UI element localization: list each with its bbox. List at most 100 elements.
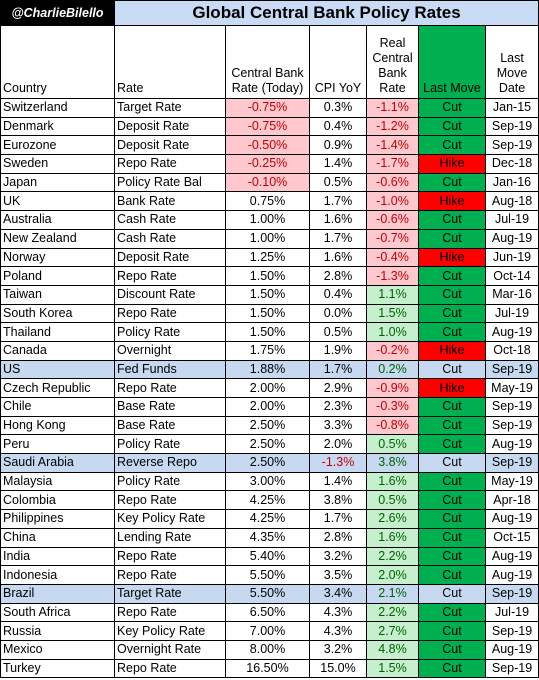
real-rate-cell: -0.9% <box>366 378 419 398</box>
country-cell: India <box>0 546 115 567</box>
last-move-cell: Hike <box>418 247 486 268</box>
last-move-cell: Cut <box>418 322 486 342</box>
rate-type-cell: Policy Rate <box>114 471 226 492</box>
cpi-cell: 3.4% <box>309 583 367 604</box>
table-row: Brazil Target Rate 5.50% 3.4% 2.1% Cut Sep-19 <box>0 583 539 604</box>
cb-rate-cell: -0.75% <box>225 98 310 118</box>
cpi-cell: 1.9% <box>309 340 367 361</box>
last-move-cell: Cut <box>418 621 486 641</box>
last-move-cell: Cut <box>418 509 486 529</box>
table-row: South Africa Repo Rate 6.50% 4.3% 2.2% Cut Jul… <box>0 602 539 623</box>
cpi-cell: 4.3% <box>309 621 367 641</box>
cpi-cell: 2.8% <box>309 527 367 548</box>
header-rate: Rate <box>114 25 226 99</box>
cpi-cell: 0.9% <box>309 135 367 156</box>
header-real-rate: Real Central Bank Rate <box>366 25 419 99</box>
country-cell: Mexico <box>0 639 115 660</box>
last-move-date-cell: Aug-19 <box>484 228 539 249</box>
cb-rate-cell: 8.00% <box>225 639 310 660</box>
last-move-date-cell: Apr-18 <box>484 490 539 511</box>
last-move-date-cell: Sep-19 <box>484 621 539 641</box>
rate-type-cell: Repo Rate <box>114 154 226 174</box>
cb-rate-cell: 1.25% <box>225 247 310 268</box>
last-move-cell: Cut <box>418 471 486 492</box>
table-row: Turkey Repo Rate 16.50% 15.0% 1.5% Cut Sep-19 <box>0 658 539 679</box>
table-row: Denmark Deposit Rate -0.75% 0.4% -1.2% Cut Sep… <box>0 116 539 137</box>
cb-rate-cell: 2.00% <box>225 378 310 398</box>
country-cell: Colombia <box>0 490 115 511</box>
table-row: Japan Policy Rate Bal -0.10% 0.5% -0.6% Cut Ja… <box>0 172 539 193</box>
last-move-cell: Cut <box>418 303 486 324</box>
rate-type-cell: Repo Rate <box>114 303 226 324</box>
last-move-cell: Cut <box>418 527 486 548</box>
real-rate-cell: 1.6% <box>366 471 419 492</box>
real-rate-cell: -0.6% <box>366 172 419 193</box>
last-move-date-cell: Aug-19 <box>484 639 539 660</box>
real-rate-cell: -1.2% <box>366 116 419 137</box>
last-move-date-cell: Jan-15 <box>484 98 539 118</box>
cb-rate-cell: 4.25% <box>225 509 310 529</box>
cb-rate-cell: 2.00% <box>225 397 310 417</box>
rate-type-cell: Deposit Rate <box>114 135 226 156</box>
table-row: Russia Key Policy Rate 7.00% 4.3% 2.7% Cut Sep… <box>0 621 539 641</box>
country-cell: Poland <box>0 266 115 286</box>
rate-type-cell: Policy Rate <box>114 434 226 455</box>
table-row: Saudi Arabia Reverse Repo 2.50% -1.3% 3.8% Cu… <box>0 453 539 473</box>
real-rate-cell: -0.2% <box>366 340 419 361</box>
header-last-move: Last Move <box>418 25 486 99</box>
rate-type-cell: Deposit Rate <box>114 116 226 137</box>
cb-rate-cell: 1.75% <box>225 340 310 361</box>
last-move-cell: Hike <box>418 191 486 212</box>
table-row: Mexico Overnight Rate 8.00% 3.2% 4.8% Cut Aug-… <box>0 639 539 660</box>
real-rate-cell: -1.7% <box>366 154 419 174</box>
last-move-date-cell: Sep-19 <box>484 397 539 417</box>
cb-rate-cell: 1.00% <box>225 210 310 230</box>
last-move-cell: Cut <box>418 359 486 380</box>
rate-type-cell: Repo Rate <box>114 546 226 567</box>
cb-rate-cell: 0.75% <box>225 191 310 212</box>
last-move-cell: Cut <box>418 135 486 156</box>
country-cell: Malaysia <box>0 471 115 492</box>
last-move-date-cell: Aug-18 <box>484 191 539 212</box>
table-title: Global Central Bank Policy Rates <box>113 0 539 26</box>
last-move-date-cell: Aug-19 <box>484 546 539 567</box>
last-move-cell: Cut <box>418 397 486 417</box>
rate-type-cell: Key Policy Rate <box>114 509 226 529</box>
real-rate-cell: -0.6% <box>366 210 419 230</box>
last-move-cell: Hike <box>418 154 486 174</box>
country-cell: Australia <box>0 210 115 230</box>
last-move-cell: Cut <box>418 453 486 473</box>
last-move-date-cell: Jul-19 <box>484 210 539 230</box>
last-move-date-cell: Sep-19 <box>484 135 539 156</box>
header-cpi: CPI YoY <box>309 25 367 99</box>
table-row: Malaysia Policy Rate 3.00% 1.4% 1.6% Cut May-1… <box>0 471 539 492</box>
last-move-cell: Cut <box>418 116 486 137</box>
cpi-cell: 0.4% <box>309 284 367 305</box>
last-move-date-cell: Oct-18 <box>484 340 539 361</box>
rate-type-cell: Policy Rate Bal <box>114 172 226 193</box>
cpi-cell: 3.3% <box>309 415 367 436</box>
cb-rate-cell: 3.00% <box>225 471 310 492</box>
cpi-cell: 0.0% <box>309 303 367 324</box>
last-move-cell: Cut <box>418 639 486 660</box>
cb-rate-cell: 1.00% <box>225 228 310 249</box>
cpi-cell: 1.7% <box>309 509 367 529</box>
real-rate-cell: 0.5% <box>366 490 419 511</box>
cb-rate-cell: 16.50% <box>225 658 310 679</box>
real-rate-cell: 1.0% <box>366 322 419 342</box>
table-row: Chile Base Rate 2.00% 2.3% -0.3% Cut Sep-19 <box>0 397 539 417</box>
last-move-cell: Cut <box>418 583 486 604</box>
table-row: Hong Kong Base Rate 2.50% 3.3% -0.8% Cut Sep-1… <box>0 415 539 436</box>
cpi-cell: 1.7% <box>309 191 367 212</box>
cb-rate-cell: 1.50% <box>225 322 310 342</box>
last-move-cell: Cut <box>418 434 486 455</box>
last-move-date-cell: May-19 <box>484 471 539 492</box>
table-row: South Korea Repo Rate 1.50% 0.0% 1.5% Cut Jul-… <box>0 303 539 324</box>
cpi-cell: 4.3% <box>309 602 367 623</box>
country-cell: US <box>0 359 115 380</box>
real-rate-cell: 2.2% <box>366 602 419 623</box>
last-move-date-cell: Jan-16 <box>484 172 539 193</box>
cb-rate-cell: 6.50% <box>225 602 310 623</box>
country-cell: Taiwan <box>0 284 115 305</box>
country-cell: Philippines <box>0 509 115 529</box>
